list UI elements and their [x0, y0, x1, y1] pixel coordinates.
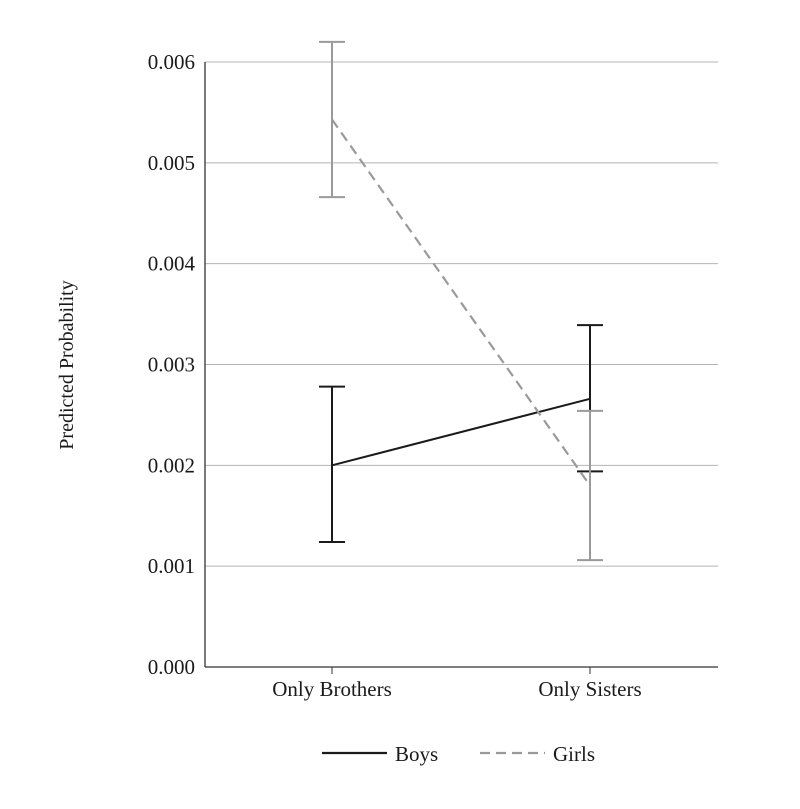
series-line-girls — [331, 118, 591, 487]
error-bar-boys — [319, 385, 345, 543]
series-line-boys — [331, 397, 591, 467]
x-tick-label: Only Sisters — [538, 677, 641, 701]
error-bar-girls — [319, 40, 345, 199]
x-axis-tick-labels: Only Brothers Only Sisters — [272, 667, 642, 701]
y-tick-label: 0.002 — [148, 453, 195, 477]
legend: Boys Girls — [322, 742, 595, 766]
gridlines — [205, 61, 718, 567]
y-tick-label: 0.004 — [148, 252, 196, 276]
series-boys — [319, 324, 603, 543]
y-axis-label: Predicted Probability — [56, 280, 78, 449]
error-bar-girls — [577, 409, 603, 562]
series-layer — [319, 40, 603, 562]
y-tick-label: 0.005 — [148, 151, 195, 175]
series-girls — [319, 40, 603, 562]
y-tick-label: 0.000 — [148, 655, 195, 679]
legend-label: Girls — [553, 742, 595, 766]
legend-item-girls: Girls — [480, 742, 595, 766]
y-tick-label: 0.001 — [148, 554, 195, 578]
y-tick-label: 0.006 — [148, 50, 195, 74]
legend-label: Boys — [395, 742, 438, 766]
x-tick-label: Only Brothers — [272, 677, 392, 701]
legend-item-boys: Boys — [322, 742, 438, 766]
y-tick-label: 0.003 — [148, 353, 195, 377]
y-axis-tick-labels: 0.000 0.001 0.002 0.003 0.004 0.005 0.006 — [148, 50, 196, 679]
